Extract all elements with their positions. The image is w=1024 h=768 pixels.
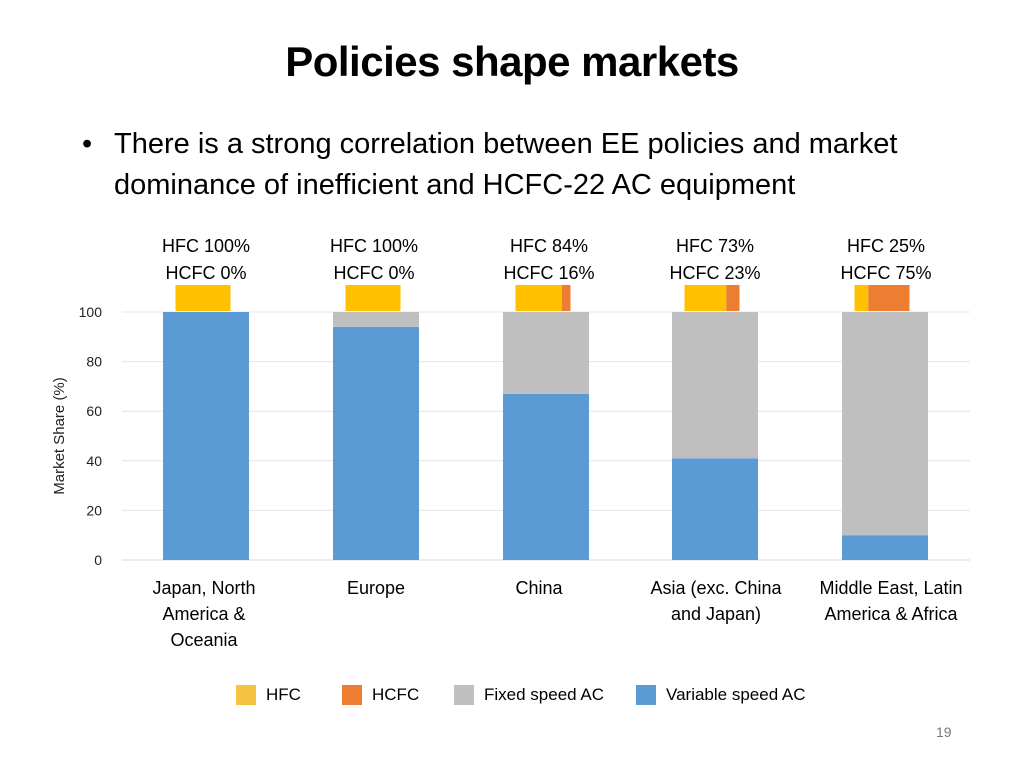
bullet-text: There is a strong correlation between EE… <box>114 128 898 201</box>
bar-variable-speed <box>503 393 589 560</box>
region-label-line: Europe <box>346 578 406 598</box>
share-label-2: HFC 84% HCFC 16% <box>479 233 619 287</box>
region-label-line: Middle East, Latin <box>819 578 963 598</box>
hcfc-share-bar <box>868 285 910 311</box>
hcfc-share-text: HCFC 75% <box>840 263 932 283</box>
region-label-line: Japan, North <box>152 578 256 598</box>
hfc-share-bar <box>684 285 727 311</box>
region-label-3: Asia (exc. China and Japan) <box>631 575 801 627</box>
slide-title: Policies shape markets <box>285 38 739 85</box>
variable-speed-swatch-icon <box>636 685 656 705</box>
region-label-line: America & <box>162 604 246 624</box>
hfc-share-text: HFC 25% <box>846 236 926 256</box>
region-label-1: Europe <box>291 575 461 601</box>
hfc-share-text: HFC 73% <box>675 236 755 256</box>
bar-variable-speed <box>333 326 419 560</box>
hcfc-share-text: HCFC 16% <box>503 263 595 283</box>
region-label-line: and Japan) <box>670 604 762 624</box>
hcfc-share-text: HCFC 0% <box>333 263 415 283</box>
hfc-share-text: HFC 100% <box>161 236 251 256</box>
y-tick-label: 20 <box>86 502 102 518</box>
legend-label: Fixed speed AC <box>484 685 605 704</box>
hcfc-share-bar <box>726 285 740 311</box>
fixed-speed-swatch-icon <box>454 685 474 705</box>
hfc-share-bar <box>854 285 869 311</box>
bar-fixed-speed <box>672 312 758 459</box>
y-tick-label: 100 <box>79 304 103 320</box>
share-label-4: HFC 25% HCFC 75% <box>816 233 956 287</box>
y-tick-label: 80 <box>86 354 102 370</box>
bullet-dot-icon: • <box>82 128 93 160</box>
region-label-line: Oceania <box>170 630 238 650</box>
legend-label: HCFC <box>372 685 420 704</box>
legend-item-variable-speed: Variable speed AC <box>636 683 806 707</box>
region-label-line: Asia (exc. China <box>650 578 782 598</box>
hcfc-swatch-icon <box>342 685 362 705</box>
legend-label: HFC <box>266 685 301 704</box>
bar-variable-speed <box>672 458 758 560</box>
hfc-share-text: HFC 100% <box>329 236 419 256</box>
legend-item-fixed-speed: Fixed speed AC <box>454 683 604 707</box>
y-tick-label: 0 <box>94 552 102 568</box>
bar-fixed-speed <box>333 312 419 327</box>
share-label-1: HFC 100% HCFC 0% <box>304 233 444 287</box>
chart-legend: HFC HCFC Fixed speed AC Variable speed A… <box>0 683 1024 707</box>
legend-label: Variable speed AC <box>666 685 806 704</box>
region-label-2: China <box>454 575 624 601</box>
y-tick-label: 60 <box>86 403 102 419</box>
hfc-share-bar <box>515 285 562 311</box>
bar-variable-speed <box>842 535 928 560</box>
region-label-0: Japan, North America & Oceania <box>119 575 289 653</box>
bar-fixed-speed <box>842 312 928 536</box>
legend-item-hfc: HFC <box>236 683 301 707</box>
share-label-3: HFC 73% HCFC 23% <box>645 233 785 287</box>
hfc-share-bar <box>345 285 401 311</box>
hcfc-share-text: HCFC 0% <box>165 263 247 283</box>
y-tick-label: 40 <box>86 453 102 469</box>
y-axis-label: Market Share (%) <box>51 377 68 495</box>
region-label-line: China <box>515 578 563 598</box>
hfc-share-text: HFC 84% <box>509 236 589 256</box>
region-label-4: Middle East, Latin America & Africa <box>806 575 976 627</box>
legend-item-hcfc: HCFC <box>342 683 419 707</box>
hcfc-share-bar <box>561 285 571 311</box>
bar-fixed-speed <box>503 312 589 394</box>
region-label-line: America & Africa <box>824 604 958 624</box>
page-number: 19 <box>936 724 952 740</box>
bar-variable-speed <box>163 312 249 560</box>
hfc-swatch-icon <box>236 685 256 705</box>
hfc-share-bar <box>175 285 231 311</box>
share-label-0: HFC 100% HCFC 0% <box>136 233 276 287</box>
hcfc-share-text: HCFC 23% <box>669 263 761 283</box>
